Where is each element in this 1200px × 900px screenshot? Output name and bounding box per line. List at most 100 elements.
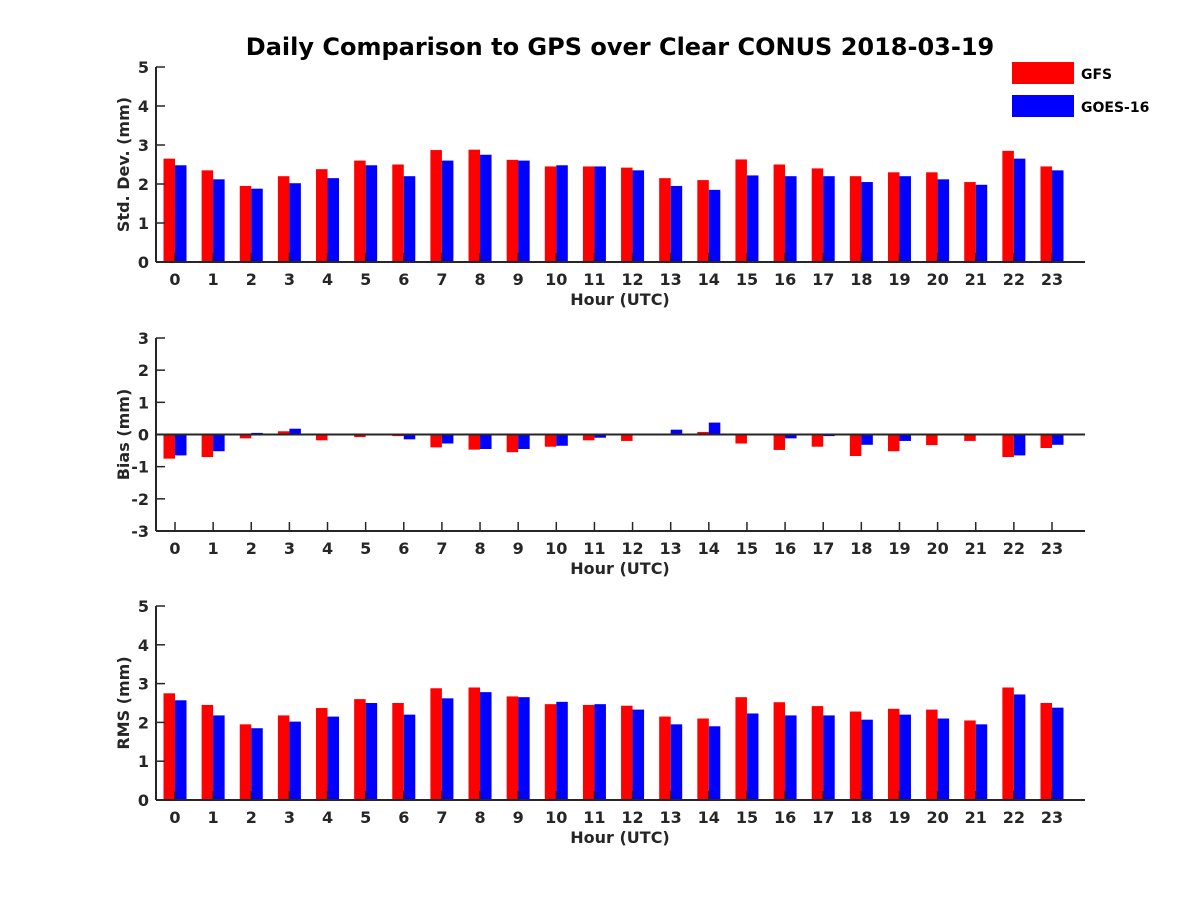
bar-bias-gfs-h21 [964,434,976,441]
bar-bias-goes16-h9 [518,434,530,449]
x-tick-label: 19 [888,270,910,289]
x-tick-label: 12 [621,539,643,558]
bar-bias-gfs-h8 [468,434,481,450]
x-tick-label: 2 [246,270,257,289]
x-tick-label: 1 [208,270,219,289]
bar-bias-gfs-h23 [1040,434,1052,449]
bar-bias-goes16-h13 [670,429,683,435]
bar-std-gfs-h1 [201,170,214,262]
bar-rms-goes16-h13 [670,724,683,800]
y-tick-label: 1 [138,214,149,233]
x-tick-label: 15 [736,808,758,827]
bar-rms-goes16-h15 [746,713,759,800]
x-tick-label: 14 [698,270,720,289]
bar-bias-gfs-h5 [354,434,366,438]
bar-rms-goes16-h5 [365,703,378,800]
x-tick-label: 7 [436,270,447,289]
bar-std-gfs-h23 [1040,166,1052,262]
bar-rms-gfs-h13 [659,716,671,800]
x-tick-label: 8 [474,808,485,827]
x-tick-label: 12 [621,808,643,827]
bar-rms-gfs-h9 [506,696,519,800]
bar-bias-gfs-h22 [1002,434,1014,458]
bar-std-gfs-h17 [811,168,824,262]
bar-rms-gfs-h5 [354,699,366,800]
y-tick-label: 3 [138,675,149,694]
bar-rms-goes16-h2 [251,728,263,800]
x-tick-label: 17 [812,808,834,827]
x-tick-label: 17 [812,270,834,289]
bar-std-gfs-h4 [316,169,328,262]
bar-rms-gfs-h23 [1040,703,1052,800]
bar-std-goes16-h4 [327,178,340,262]
x-tick-label: 8 [474,539,485,558]
x-tick-label: 20 [926,539,948,558]
bar-rms-goes16-h22 [1013,694,1026,800]
x-tick-label: 14 [698,808,720,827]
x-tick-label: 17 [812,539,834,558]
bar-rms-goes16-h7 [441,698,454,800]
x-tick-label: 15 [736,539,758,558]
bar-rms-gfs-h10 [544,704,557,800]
bar-rms-goes16-h9 [518,697,530,800]
bar-std-goes16-h14 [708,189,721,262]
x-tick-label: 4 [322,539,333,558]
bar-rms-gfs-h4 [316,708,328,800]
x-tick-label: 3 [284,270,295,289]
bar-std-gfs-h9 [506,159,519,262]
bar-rms-goes16-h18 [861,719,873,800]
x-tick-label: 19 [888,808,910,827]
bar-rms-goes16-h19 [899,714,911,800]
bar-rms-goes16-h11 [594,704,606,800]
y-tick-label: 2 [138,175,149,194]
bar-std-goes16-h21 [975,184,988,262]
bar-std-goes16-h22 [1013,158,1026,262]
bar-std-gfs-h0 [163,158,175,262]
bar-bias-gfs-h12 [621,434,633,441]
bar-rms-gfs-h19 [887,708,900,800]
bar-rms-gfs-h0 [163,693,175,800]
bar-bias-gfs-h3 [277,431,290,435]
bar-rms-goes16-h1 [213,715,225,800]
x-tick-label: 10 [545,808,567,827]
x-tick-label: 7 [436,539,447,558]
x-tick-label: 11 [583,539,605,558]
x-tick-label: 5 [360,808,371,827]
x-tick-label: 3 [284,808,295,827]
bar-std-goes16-h19 [899,176,911,262]
bar-rms-gfs-h8 [468,687,481,800]
bar-bias-goes16-h19 [899,434,911,441]
bar-std-gfs-h8 [468,149,481,262]
bar-bias-goes16-h22 [1013,434,1026,456]
bar-bias-goes16-h3 [289,428,301,435]
x-tick-label: 9 [513,270,524,289]
bar-std-gfs-h13 [659,178,671,262]
x-tick-label: 23 [1041,808,1063,827]
x-tick-label: 2 [246,539,257,558]
y-tick-label: -1 [131,458,149,477]
x-tick-label: 6 [398,270,409,289]
x-tick-label: 13 [660,270,682,289]
bar-rms-gfs-h6 [392,703,404,800]
bar-std-goes16-h0 [175,165,187,262]
y-tick-label: 0 [138,426,149,445]
bar-rms-gfs-h22 [1002,687,1014,800]
x-tick-label: 22 [1003,539,1025,558]
bar-bias-gfs-h15 [735,434,747,444]
x-tick-label: 12 [621,270,643,289]
bar-bias-goes16-h1 [213,434,225,452]
bar-rms-gfs-h3 [277,715,290,800]
x-tick-label: 20 [926,808,948,827]
bar-std-gfs-h12 [621,167,633,262]
x-axis-label: Hour (UTC) [570,828,670,847]
bar-bias-goes16-h6 [403,434,416,440]
bar-rms-gfs-h20 [926,709,938,800]
bar-bias-goes16-h8 [480,434,492,449]
bar-rms-gfs-h17 [811,706,824,800]
bar-std-goes16-h17 [823,176,835,262]
x-tick-label: 10 [545,270,567,289]
bar-rms-gfs-h1 [201,704,214,800]
y-tick-label: 1 [138,393,149,412]
